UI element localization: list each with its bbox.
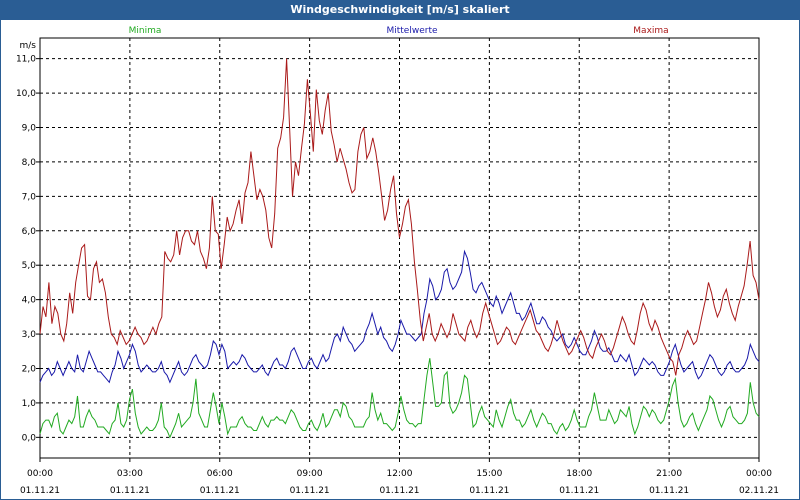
x-tick-date: 01.11.21 [200, 486, 240, 496]
y-tick-label: 2,0 [22, 364, 37, 374]
x-tick-time: 03:00 [117, 469, 143, 479]
window-title: Windgeschwindigkeit [m/s] skaliert [0, 0, 800, 20]
y-tick-label: 0,0 [22, 433, 37, 443]
x-tick-time: 15:00 [476, 469, 502, 479]
x-tick-time: 18:00 [566, 469, 592, 479]
x-tick-date: 01.11.21 [379, 486, 419, 496]
y-tick-label: 5,0 [22, 261, 37, 271]
legend-item: Mittelwerte [386, 26, 437, 36]
y-tick-label: 10,0 [16, 89, 36, 99]
x-tick-time: 00:00 [746, 469, 772, 479]
x-tick-time: 06:00 [207, 469, 233, 479]
y-tick-label: 4,0 [22, 296, 37, 306]
x-tick-date: 01.11.21 [110, 486, 150, 496]
axis-labels: 0,0 1,0 2,0 3,0 4,0 5,0 6,0 7,0 8,0 9,0 10,0 11,0 m/… [16, 41, 779, 496]
x-tick-date: 01.11.21 [469, 486, 509, 496]
y-tick-label: 11,0 [16, 55, 36, 65]
y-tick-label: 7,0 [22, 192, 37, 202]
series-line-minima [39, 358, 760, 439]
x-tick-date: 01.11.21 [20, 486, 60, 496]
y-tick-label: 3,0 [22, 330, 37, 340]
x-tick-time: 09:00 [297, 469, 323, 479]
series-line-maxima [39, 58, 760, 376]
y-tick-label: 6,0 [22, 227, 37, 237]
legend: Minima Mittelwerte Maxima [129, 26, 669, 36]
x-tick-time: 21:00 [656, 469, 682, 479]
x-tick-date: 02.11.21 [739, 486, 779, 496]
x-tick-time: 00:00 [27, 469, 53, 479]
legend-item: Minima [129, 26, 162, 36]
y-tick-label: 8,0 [22, 158, 37, 168]
grid-lines [40, 38, 759, 458]
y-axis-unit: m/s [20, 41, 37, 51]
y-tick-label: 1,0 [22, 399, 37, 409]
y-tick-label: 9,0 [22, 124, 37, 134]
x-tick-time: 12:00 [387, 469, 413, 479]
series-line-mittelwerte [39, 249, 760, 384]
series-lines [39, 58, 760, 439]
legend-item: Maxima [633, 26, 668, 36]
x-tick-date: 01.11.21 [559, 486, 599, 496]
x-tick-date: 01.11.21 [649, 486, 689, 496]
x-tick-date: 01.11.21 [290, 486, 330, 496]
